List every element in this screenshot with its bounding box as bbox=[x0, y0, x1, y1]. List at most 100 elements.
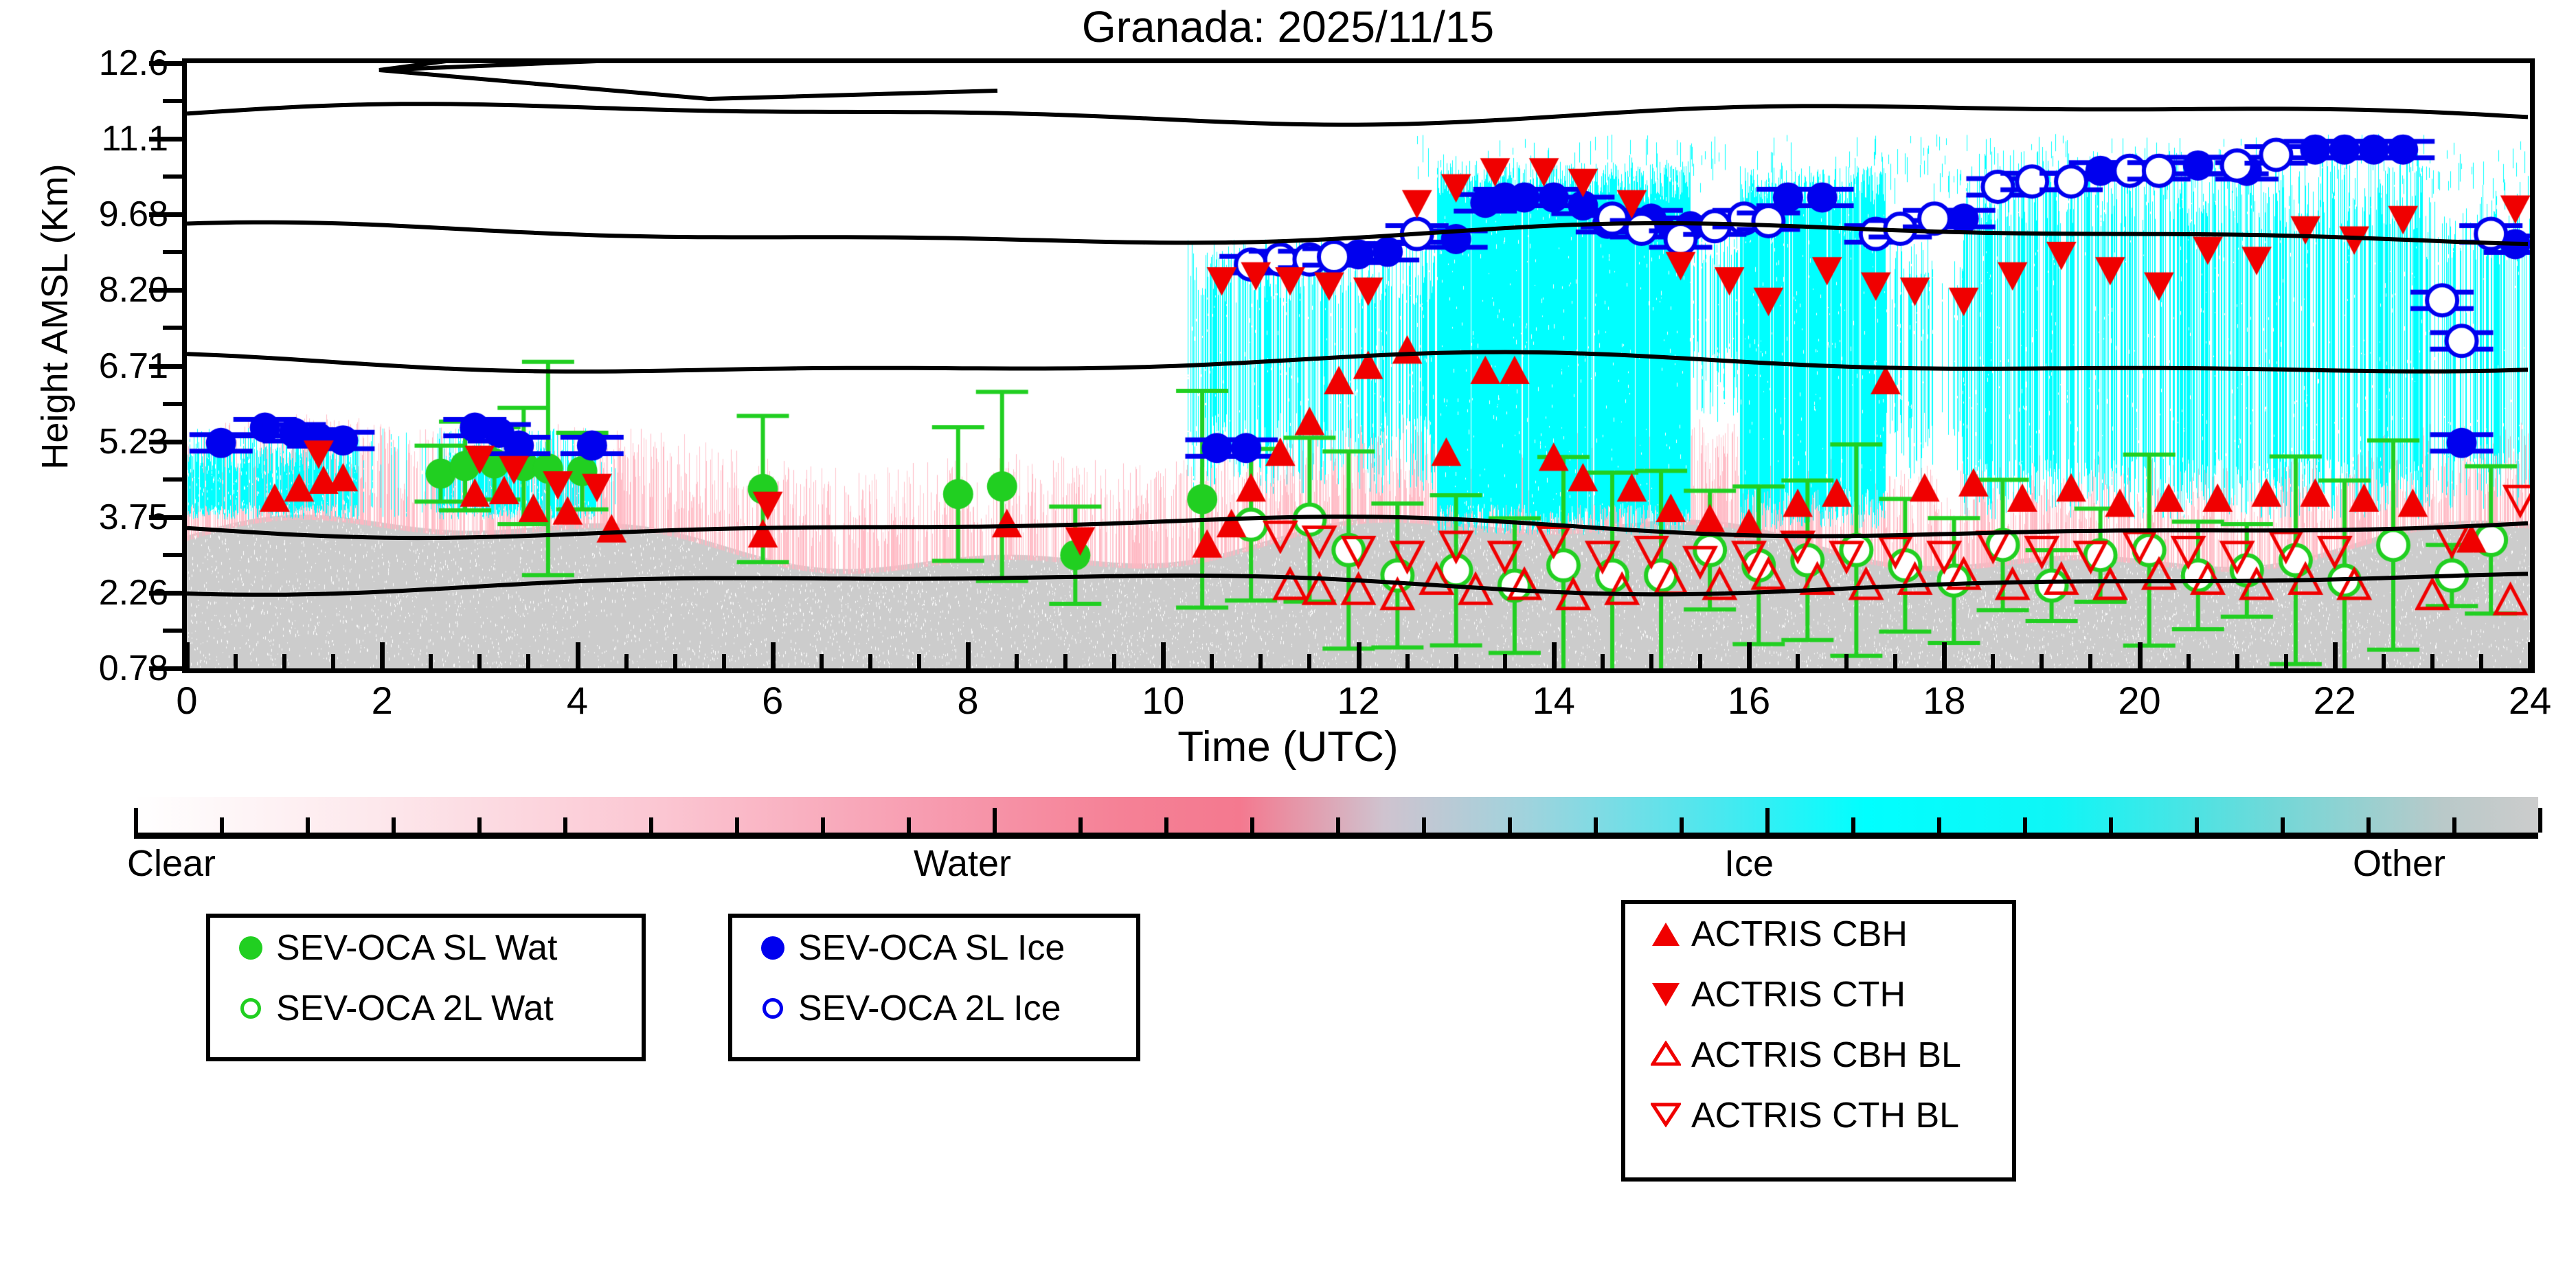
x-axis-minor-tick bbox=[1844, 654, 1849, 673]
x-axis-minor-tick bbox=[1600, 654, 1605, 673]
isotherm-wedge-top bbox=[379, 63, 998, 102]
x-axis-minor-tick bbox=[1063, 654, 1068, 673]
legend-item-label: SEV-OCA SL Wat bbox=[276, 928, 558, 968]
legend-sev-oca-ice: SEV-OCA SL Ice SEV-OCA 2L Ice bbox=[728, 914, 1140, 1061]
legend-ice-item[interactable]: SEV-OCA 2L Ice bbox=[732, 978, 1136, 1039]
x-axis-minor-tick bbox=[868, 654, 872, 673]
x-axis-minor-tick bbox=[2040, 654, 2044, 673]
x-axis-minor-tick bbox=[1697, 654, 1702, 673]
x-axis-minor-tick bbox=[2186, 654, 2191, 673]
colorbar-tick bbox=[821, 817, 825, 833]
legend-item-label: ACTRIS CTH bbox=[1691, 975, 1906, 1015]
x-axis-minor-tick bbox=[1015, 654, 1019, 673]
y-axis-tick-label: 8.20 bbox=[98, 270, 168, 310]
colorbar-tick bbox=[735, 817, 739, 833]
open-circle-icon bbox=[225, 998, 276, 1019]
legend-item-label: ACTRIS CBH BL bbox=[1691, 1035, 1961, 1075]
colorbar-label: Ice bbox=[1724, 843, 1774, 884]
x-axis-minor-tick bbox=[331, 654, 336, 673]
y-axis-tick-label: 2.26 bbox=[98, 572, 168, 613]
plot-area bbox=[182, 58, 2535, 673]
x-axis-tick-label: 16 bbox=[1727, 679, 1771, 722]
colorbar-tick bbox=[2538, 808, 2542, 833]
x-axis-minor-tick bbox=[234, 654, 238, 673]
triangle-down-icon bbox=[1640, 983, 1691, 1006]
legend-actris-item[interactable]: ACTRIS CBH bbox=[1625, 904, 2012, 964]
x-axis-tick bbox=[2332, 642, 2338, 673]
colorbar-label: Other bbox=[2352, 843, 2445, 884]
x-axis-title: Time (UTC) bbox=[1177, 723, 1399, 771]
colorbar-tick bbox=[1937, 817, 1941, 833]
y-axis-tick-label: 11.1 bbox=[101, 119, 168, 159]
page-title: Granada: 2025/11/15 bbox=[1081, 2, 1495, 52]
colorbar-axis bbox=[134, 833, 2538, 839]
x-axis-tick bbox=[1942, 642, 1947, 673]
colorbar-tick bbox=[563, 817, 567, 833]
x-axis-minor-tick bbox=[1454, 654, 1458, 673]
colorbar-tick bbox=[1422, 817, 1426, 833]
colorbar-tick bbox=[2109, 817, 2113, 833]
x-axis-minor-tick bbox=[1258, 654, 1263, 673]
x-axis-minor-tick bbox=[1112, 654, 1117, 673]
y-axis-title: Height AMSL (Km) bbox=[34, 163, 76, 470]
x-axis-tick bbox=[1161, 642, 1166, 673]
legend-actris-item[interactable]: ACTRIS CTH bbox=[1625, 964, 2012, 1025]
legend-water-item[interactable]: SEV-OCA SL Wat bbox=[210, 918, 642, 978]
open-circle-icon bbox=[747, 998, 798, 1019]
x-axis-tick bbox=[185, 642, 190, 673]
x-axis-tick bbox=[966, 642, 971, 673]
filled-circle-icon bbox=[747, 936, 798, 960]
colorbar-tick bbox=[1594, 817, 1598, 833]
y-axis-tick-label: 0.78 bbox=[98, 648, 168, 688]
x-axis-tick-label: 4 bbox=[566, 679, 589, 722]
colorbar-tick bbox=[1851, 817, 1855, 833]
legend-actris-item[interactable]: ACTRIS CBH BL bbox=[1625, 1025, 2012, 1085]
x-axis-minor-tick bbox=[1991, 654, 1996, 673]
colorbar-tick bbox=[2195, 817, 2199, 833]
y-axis-tick-label: 9.68 bbox=[98, 194, 168, 235]
x-axis-minor-tick bbox=[526, 654, 531, 673]
x-axis-minor-tick bbox=[2235, 654, 2239, 673]
x-axis-minor-tick bbox=[1796, 654, 1800, 673]
x-axis-minor-tick bbox=[1307, 654, 1312, 673]
x-axis-minor-tick bbox=[1210, 654, 1214, 673]
y-axis-minor-tick bbox=[163, 552, 182, 557]
colorbar-tick bbox=[477, 817, 482, 833]
x-axis-tick bbox=[1747, 642, 1752, 673]
x-axis-tick bbox=[1551, 642, 1557, 673]
x-axis-tick-label: 24 bbox=[2508, 679, 2552, 722]
colorbar-label: Water bbox=[914, 843, 1012, 884]
x-axis-tick bbox=[575, 642, 580, 673]
legend-actris-item[interactable]: ACTRIS CTH BL bbox=[1625, 1085, 2012, 1146]
x-axis-minor-tick bbox=[1405, 654, 1410, 673]
legend-sev-oca-water: SEV-OCA SL Wat SEV-OCA 2L Wat bbox=[206, 914, 646, 1061]
x-axis-tick-label: 12 bbox=[1337, 679, 1380, 722]
legend-water-item[interactable]: SEV-OCA 2L Wat bbox=[210, 978, 642, 1039]
x-axis-minor-tick bbox=[2088, 654, 2093, 673]
y-axis-tick bbox=[149, 363, 182, 369]
legend-ice-item[interactable]: SEV-OCA SL Ice bbox=[732, 918, 1136, 978]
y-axis-tick bbox=[149, 590, 182, 596]
x-axis-minor-tick bbox=[2430, 654, 2434, 673]
colorbar-tick bbox=[1250, 817, 1254, 833]
filled-circle-icon bbox=[225, 936, 276, 960]
x-axis-minor-tick bbox=[1649, 654, 1653, 673]
y-axis-minor-tick bbox=[163, 401, 182, 406]
colorbar-tick bbox=[649, 817, 653, 833]
y-axis-tick bbox=[149, 666, 182, 671]
legend-item-label: SEV-OCA SL Ice bbox=[798, 928, 1065, 968]
x-axis-minor-tick bbox=[673, 654, 677, 673]
x-axis-tick bbox=[1356, 642, 1362, 673]
x-axis-tick-label: 18 bbox=[1923, 679, 1966, 722]
y-axis-minor-tick bbox=[163, 628, 182, 633]
x-axis-tick-label: 6 bbox=[762, 679, 784, 722]
colorbar-tick bbox=[2452, 817, 2456, 833]
y-axis-tick-label: 5.23 bbox=[98, 421, 168, 462]
x-axis-tick bbox=[380, 642, 385, 673]
y-axis-minor-tick bbox=[163, 326, 182, 330]
colorbar-tick bbox=[1078, 817, 1083, 833]
legend-item-label: SEV-OCA 2L Ice bbox=[798, 988, 1061, 1028]
x-axis-minor-tick bbox=[1893, 654, 1898, 673]
colorbar-tick bbox=[1164, 817, 1168, 833]
